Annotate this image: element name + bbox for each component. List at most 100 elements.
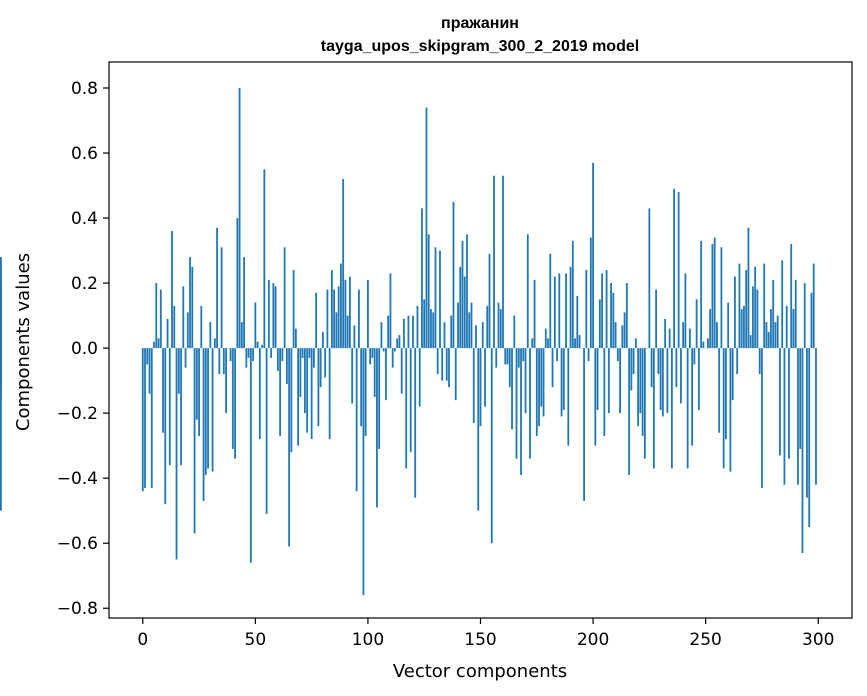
bar-56 — [267, 279, 270, 349]
bar-277 — [765, 322, 768, 349]
bar-86 — [335, 312, 338, 349]
bar-64 — [285, 348, 288, 384]
bar-292 — [799, 348, 802, 449]
bar-182 — [551, 348, 554, 388]
bar-undefined — [0, 331, 2, 349]
bar-163 — [508, 348, 511, 388]
bar-184 — [556, 348, 558, 362]
bar-237 — [675, 348, 678, 388]
bar-101 — [369, 348, 372, 365]
bar-24 — [195, 348, 198, 420]
bar-276 — [763, 263, 766, 349]
y-axis: −0.8 −0.6 −0.4 −0.2 0.0 0.2 0.4 0.6 0.8 — [57, 79, 109, 619]
bars-group — [0, 88, 817, 596]
bar-124 — [421, 208, 423, 349]
bar-207 — [607, 348, 610, 414]
chart-title: пражанин — [441, 15, 519, 32]
bar-234 — [668, 328, 671, 349]
bar-40 — [231, 348, 234, 449]
bar-2 — [146, 348, 149, 365]
bar-117 — [405, 348, 408, 469]
bar-205 — [603, 348, 606, 436]
bar-102 — [371, 348, 374, 358]
bar-60 — [276, 348, 279, 371]
bar-274 — [758, 348, 761, 375]
bar-183 — [553, 276, 556, 349]
bar-259 — [725, 348, 727, 440]
bar-180 — [547, 338, 549, 349]
bar-90 — [344, 279, 347, 349]
bar-200 — [592, 162, 594, 349]
bar-226 — [650, 348, 653, 388]
bar-106 — [380, 322, 383, 349]
bar-232 — [664, 318, 667, 349]
bar-254 — [713, 237, 716, 349]
bar-50 — [254, 302, 257, 349]
bar-20 — [186, 312, 189, 349]
bar-235 — [670, 348, 673, 469]
bar-6 — [155, 283, 158, 349]
bar-209 — [612, 292, 615, 349]
bar-151 — [481, 322, 484, 349]
bar-47 — [247, 348, 250, 358]
bar-122 — [416, 305, 419, 349]
bar-70 — [299, 348, 302, 397]
bar-87 — [337, 286, 340, 349]
bar-49 — [252, 348, 254, 362]
bar-230 — [659, 348, 662, 410]
bar-191 — [571, 240, 574, 349]
bar-136 — [448, 348, 450, 388]
bar-62 — [281, 348, 284, 362]
bar-126 — [425, 107, 428, 349]
bar-166 — [515, 348, 518, 459]
bar-109 — [387, 315, 390, 349]
bar-288 — [790, 244, 793, 349]
y-tick-label: 0.2 — [71, 274, 98, 294]
bar-213 — [621, 325, 624, 349]
bar-265 — [738, 263, 741, 349]
bar-142 — [461, 240, 464, 349]
bar-85 — [333, 289, 336, 349]
bar-225 — [648, 208, 651, 349]
bar-208 — [610, 283, 612, 349]
bar-210 — [614, 322, 617, 349]
bar-75 — [310, 348, 313, 440]
bar-103 — [373, 348, 376, 397]
bar-134 — [443, 322, 446, 349]
bar-undefined — [0, 305, 2, 349]
bar-89 — [342, 179, 345, 349]
bar-71 — [301, 348, 304, 358]
bar-119 — [409, 348, 412, 453]
bar-290 — [794, 279, 797, 349]
bar-84 — [331, 270, 333, 349]
bar-294 — [803, 283, 806, 349]
bar-13 — [171, 231, 173, 349]
bar-242 — [686, 348, 689, 469]
bar-133 — [441, 348, 444, 381]
bar-7 — [157, 338, 160, 349]
bar-169 — [522, 348, 525, 362]
bar-137 — [450, 315, 453, 349]
bar-227 — [652, 348, 655, 469]
bar-36 — [222, 348, 225, 375]
bar-69 — [297, 348, 300, 446]
bar-219 — [634, 338, 637, 349]
bar-253 — [711, 244, 714, 349]
bar-43 — [238, 88, 241, 349]
x-tick-label: 250 — [689, 630, 721, 650]
bar-192 — [574, 338, 576, 349]
bar-73 — [306, 348, 309, 433]
bar-11 — [166, 318, 169, 349]
bar-16 — [177, 348, 180, 394]
bar-149 — [477, 348, 480, 511]
bar-undefined — [0, 348, 2, 401]
bar-167 — [517, 348, 520, 368]
y-tick-label: 0.8 — [71, 79, 98, 99]
bar-174 — [533, 279, 536, 349]
bar-150 — [479, 348, 482, 427]
y-tick-label: −0.8 — [57, 599, 98, 619]
bar-255 — [716, 322, 718, 349]
bar-63 — [283, 247, 286, 349]
bar-154 — [488, 253, 491, 349]
y-tick-label: −0.2 — [57, 404, 98, 424]
